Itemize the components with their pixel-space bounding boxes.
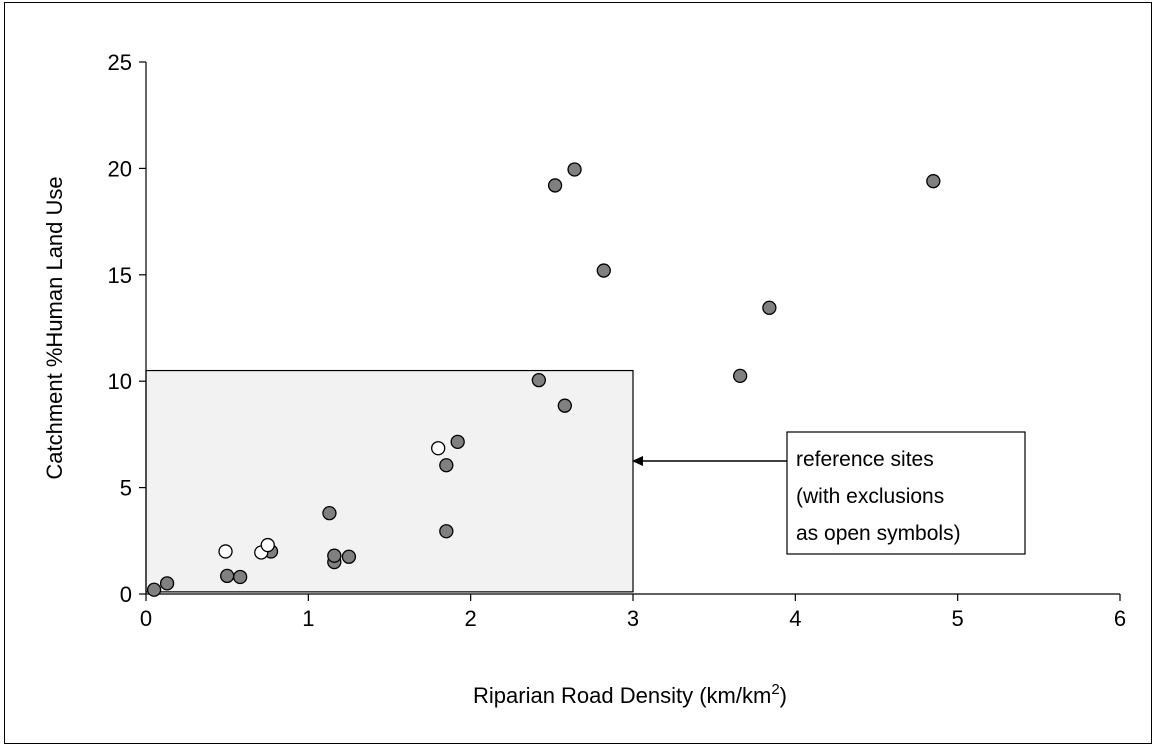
filled-data-point xyxy=(547,178,563,193)
filled-data-point xyxy=(233,569,248,585)
filled-data-point xyxy=(146,582,162,597)
annotation-box xyxy=(786,431,1026,555)
annotation-line-3: as open symbols) xyxy=(796,522,961,545)
filled-data-point xyxy=(322,505,337,521)
filled-data-point xyxy=(531,372,546,388)
filled-data-point xyxy=(567,162,582,177)
annotation-line-2: (with exclusions xyxy=(796,485,944,508)
x-tick-label: 3 xyxy=(627,606,639,631)
x-tick-label: 4 xyxy=(789,606,801,631)
y-tick-label: 15 xyxy=(108,263,132,288)
reference-sites-annotation: reference sites (with exclusions as open… xyxy=(632,431,1026,555)
x-tick-label: 2 xyxy=(465,606,477,631)
x-tick-label: 1 xyxy=(302,606,314,631)
x-axis-title-superscript: 2 xyxy=(771,681,779,698)
x-axis-title: Riparian Road Density (km/km2) xyxy=(473,681,787,708)
y-tick-label: 25 xyxy=(108,50,132,75)
annotation-line-1: reference sites xyxy=(796,448,934,471)
filled-data-point xyxy=(439,458,454,473)
y-tick-label: 5 xyxy=(120,476,132,501)
x-tick-label: 6 xyxy=(1114,606,1126,631)
x-tick-label: 5 xyxy=(952,606,964,631)
filled-data-point xyxy=(327,548,342,563)
filled-data-point xyxy=(596,263,611,278)
y-axis-title: Catchment %Human Land Use xyxy=(42,176,67,479)
open-data-point xyxy=(260,537,275,553)
annotation-arrowhead xyxy=(632,456,643,466)
filled-data-point xyxy=(732,368,748,384)
filled-data-point xyxy=(926,174,941,189)
filled-data-point xyxy=(450,434,465,449)
filled-data-point xyxy=(557,398,572,413)
filled-data-point xyxy=(762,300,777,315)
filled-data-point xyxy=(341,549,357,564)
open-data-point xyxy=(431,441,446,456)
y-tick-label: 10 xyxy=(108,369,132,394)
open-data-point xyxy=(218,544,233,559)
filled-data-point xyxy=(439,524,454,539)
filled-data-point xyxy=(159,576,175,591)
x-tick-label: 0 xyxy=(140,606,152,631)
y-tick-label: 0 xyxy=(120,582,132,607)
y-tick-label: 20 xyxy=(108,156,132,181)
filled-data-point xyxy=(220,568,235,584)
